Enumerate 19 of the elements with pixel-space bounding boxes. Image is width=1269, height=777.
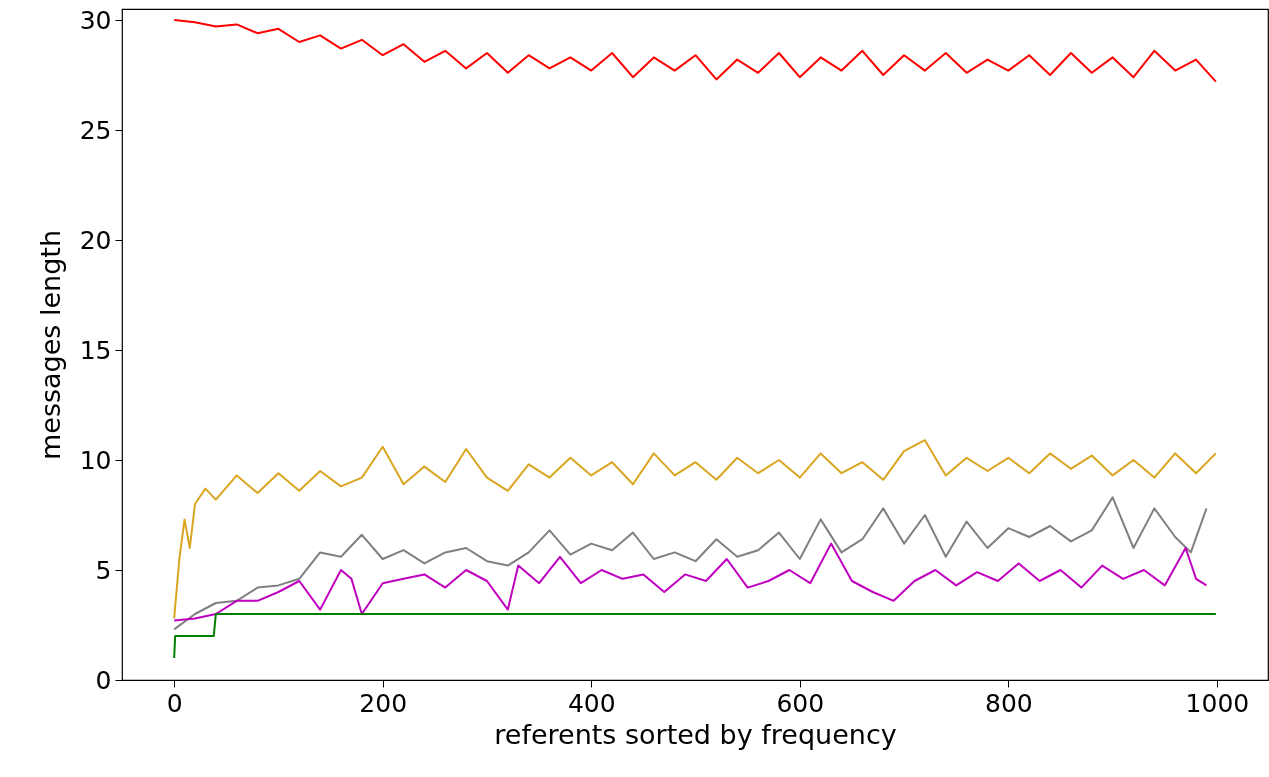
y-tick-label: 0: [95, 665, 112, 695]
x-tick-label: 400: [567, 688, 616, 718]
x-tick-label: 200: [359, 688, 408, 718]
x-tick-label: 0: [166, 688, 183, 718]
x-axis-title: referents sorted by frequency: [494, 718, 897, 750]
y-tick-label: 10: [79, 445, 112, 475]
line-series: [173, 496, 1208, 631]
x-tick-label: 600: [776, 688, 825, 718]
y-tick-label: 5: [95, 555, 112, 585]
line-series: [173, 439, 1217, 620]
y-tick-label: 30: [79, 5, 112, 35]
line-series: [173, 19, 1217, 83]
y-tick-label: 25: [79, 115, 112, 145]
x-tick-label: 1000: [1185, 688, 1250, 718]
y-tick-label: 15: [79, 335, 112, 365]
y-tick-label: 20: [79, 225, 112, 255]
y-axis-title: messages length: [34, 229, 66, 461]
line-series: [173, 542, 1208, 622]
x-tick-label: 800: [984, 688, 1033, 718]
